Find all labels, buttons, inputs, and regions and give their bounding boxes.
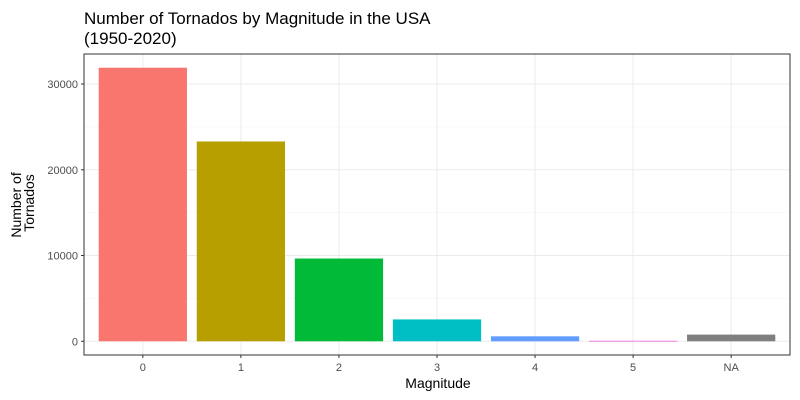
- chart-title-line-2: (1950-2020): [84, 29, 177, 48]
- y-axis-title: Number of Tornados: [8, 168, 37, 237]
- x-tick-label: NA: [724, 362, 740, 374]
- x-axis-title: Magnitude: [405, 375, 471, 391]
- y-tick-label: 0: [72, 336, 78, 348]
- y-tick-label: 10000: [47, 251, 78, 263]
- y-axis-title-line-2: Tornados: [21, 174, 37, 232]
- x-tick-label: 2: [336, 362, 342, 374]
- bar-1: [196, 141, 286, 342]
- bar-NA: [687, 334, 776, 342]
- gridlines: [84, 54, 790, 355]
- x-tick-label: 1: [238, 362, 244, 374]
- y-axis: 0 10000 20000 30000: [47, 79, 84, 348]
- x-axis: 0 1 2 3 4 5 NA: [140, 355, 740, 374]
- bar-2: [294, 258, 384, 342]
- y-tick-label: 30000: [47, 79, 78, 91]
- bar-3: [392, 319, 482, 342]
- x-tick-label: 4: [532, 362, 538, 374]
- x-tick-label: 3: [434, 362, 440, 374]
- x-tick-label: 5: [630, 362, 636, 374]
- bar-0: [98, 67, 187, 342]
- y-axis-title-line-1: Number of: [8, 172, 24, 237]
- bar-4: [490, 336, 580, 342]
- bars: [98, 67, 776, 342]
- x-tick-label: 0: [140, 362, 146, 374]
- y-tick-label: 20000: [47, 165, 78, 177]
- chart-title-line-1: Number of Tornados by Magnitude in the U…: [84, 9, 431, 28]
- bar-5: [588, 340, 678, 342]
